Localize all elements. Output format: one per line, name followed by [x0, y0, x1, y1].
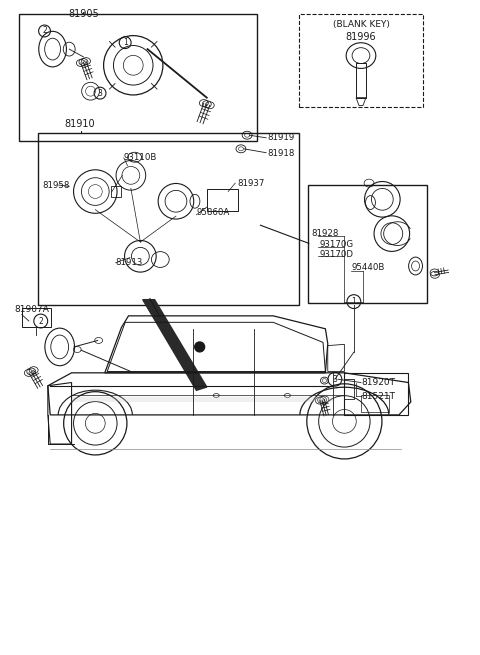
Text: 95860A: 95860A: [196, 208, 229, 217]
Text: 81910: 81910: [64, 119, 95, 130]
Text: 95440B: 95440B: [351, 263, 384, 272]
Bar: [22, 308, 51, 328]
Text: 2: 2: [42, 26, 47, 35]
Text: 81928: 81928: [311, 229, 338, 238]
Bar: [344, 379, 354, 399]
Text: 3: 3: [333, 375, 337, 384]
Circle shape: [195, 342, 204, 352]
Bar: [300, 14, 423, 107]
Text: 3: 3: [97, 88, 102, 98]
Text: 81937: 81937: [238, 179, 265, 187]
Text: 93170G: 93170G: [320, 240, 354, 249]
Text: 81521T: 81521T: [361, 392, 395, 401]
Bar: [344, 373, 408, 415]
Polygon shape: [72, 397, 335, 402]
Text: 1: 1: [351, 297, 356, 306]
Bar: [356, 64, 366, 98]
Text: 81919: 81919: [267, 134, 295, 142]
Text: 81918: 81918: [267, 149, 295, 159]
Text: 81920T: 81920T: [361, 378, 395, 387]
Text: 81907A: 81907A: [14, 305, 49, 314]
Text: 81958: 81958: [42, 181, 70, 189]
Bar: [19, 14, 257, 141]
Bar: [308, 185, 427, 303]
Bar: [361, 396, 389, 411]
Bar: [207, 189, 239, 211]
Text: 93170D: 93170D: [320, 250, 354, 259]
Circle shape: [196, 343, 204, 351]
Text: 81913: 81913: [116, 258, 143, 267]
Text: (BLANK KEY): (BLANK KEY): [333, 20, 389, 29]
Text: 2: 2: [38, 316, 43, 326]
Text: 93110B: 93110B: [124, 153, 157, 162]
Text: 81905: 81905: [68, 9, 99, 19]
Polygon shape: [143, 299, 207, 390]
Text: 81996: 81996: [346, 31, 376, 42]
Bar: [38, 133, 300, 305]
Bar: [111, 185, 121, 197]
Text: 1: 1: [123, 38, 128, 47]
